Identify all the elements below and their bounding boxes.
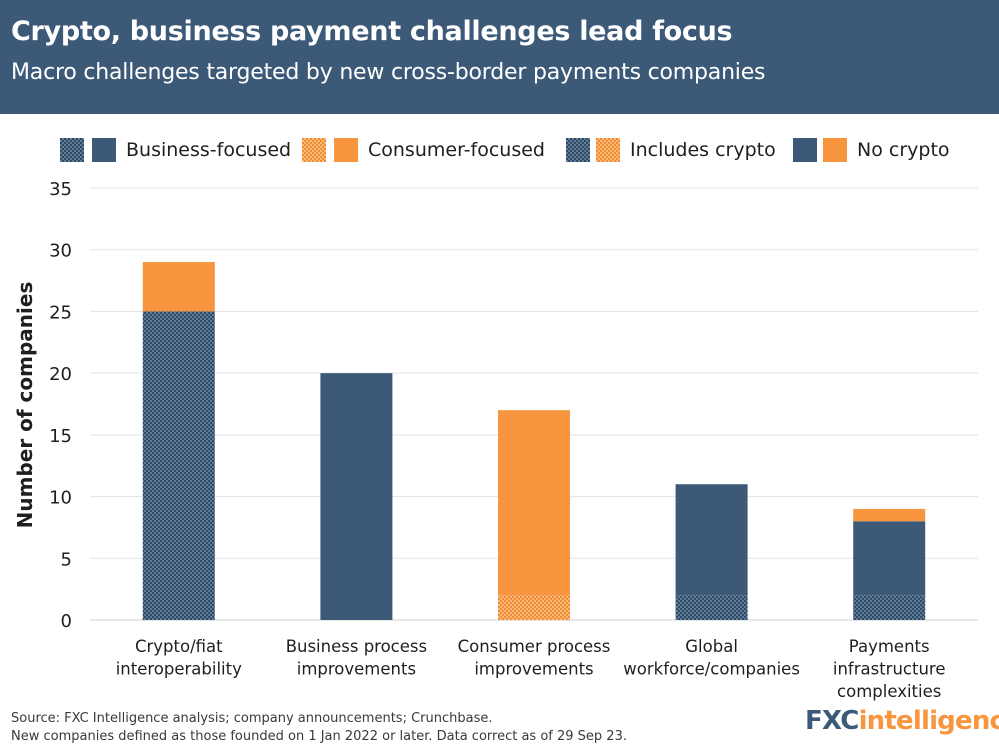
y-axis-title: Number of companies [13,282,37,529]
legend-label-consumer-focused: Consumer-focused [368,139,545,161]
x-tick-label: Consumer process improvements [458,637,611,679]
x-tick-label: Global workforce/companies [623,637,800,679]
bars [142,262,926,620]
legend-swatch-business-solid [92,138,116,162]
legend-swatch-consumer-crypto [302,138,326,162]
logo-part-intelligence: intelligence [858,706,999,736]
x-tick-label: Crypto/fiat interoperability [116,637,242,679]
legend-label-no-crypto: No crypto [857,139,950,161]
footer-note: New companies defined as those founded o… [11,729,627,744]
bar-segment-business-no-crypto [675,484,748,596]
y-tick-label: 5 [61,549,72,570]
bar-segment-consumer-crypto [498,595,570,620]
legend-no-crypto: No crypto [793,138,973,163]
bar-segment-consumer-no-crypto [498,410,570,596]
y-tick-label: 20 [49,364,72,385]
x-tick-label: Payments infrastructure complexities [833,637,946,701]
logo-part-fxc: FXC [805,706,859,736]
legend-business-focused: Business-focused [60,138,300,163]
chart-title: Crypto, business payment challenges lead… [11,16,733,47]
bar-segment-business-crypto [853,595,926,620]
bar-segment-consumer-no-crypto [142,262,215,312]
legend-consumer-focused: Consumer-focused [302,138,552,163]
y-tick-label: 10 [49,488,72,509]
legend-swatch-crypto-business [566,138,590,162]
x-tick-label: Business process improvements [286,637,427,679]
bar-segment-consumer-no-crypto [853,508,926,522]
y-tick-label: 15 [49,426,72,447]
y-tick-label: 35 [49,179,72,200]
bar-segment-business-crypto [142,311,215,620]
chart-subtitle: Macro challenges targeted by new cross-b… [11,60,766,85]
legend-label-includes-crypto: Includes crypto [630,139,776,161]
legend-includes-crypto: Includes crypto [566,138,786,163]
legend-label-business-focused: Business-focused [126,139,292,161]
legend-swatch-nocrypto-business [793,138,817,162]
fxc-intelligence-logo: FXCintelligence [805,706,999,736]
legend-swatch-nocrypto-consumer [823,138,847,162]
y-tick-label: 25 [49,302,72,323]
x-axis-labels: Crypto/fiat interoperability Business proc… [116,637,946,701]
header-banner: Crypto, business payment challenges lead… [0,0,999,114]
y-tick-label: 30 [49,241,72,262]
footer-source: Source: FXC Intelligence analysis; compa… [11,711,493,726]
y-axis-ticks: 0 5 10 15 20 25 30 35 [49,179,72,632]
bar-segment-business-crypto [675,595,748,620]
legend-swatch-consumer-solid [334,138,358,162]
bar-segment-business-no-crypto [853,521,926,596]
bar-segment-business-no-crypto [320,373,393,620]
legend-swatch-business-crypto [60,138,84,162]
legend-swatch-crypto-consumer [596,138,620,162]
y-tick-label: 0 [61,611,72,632]
